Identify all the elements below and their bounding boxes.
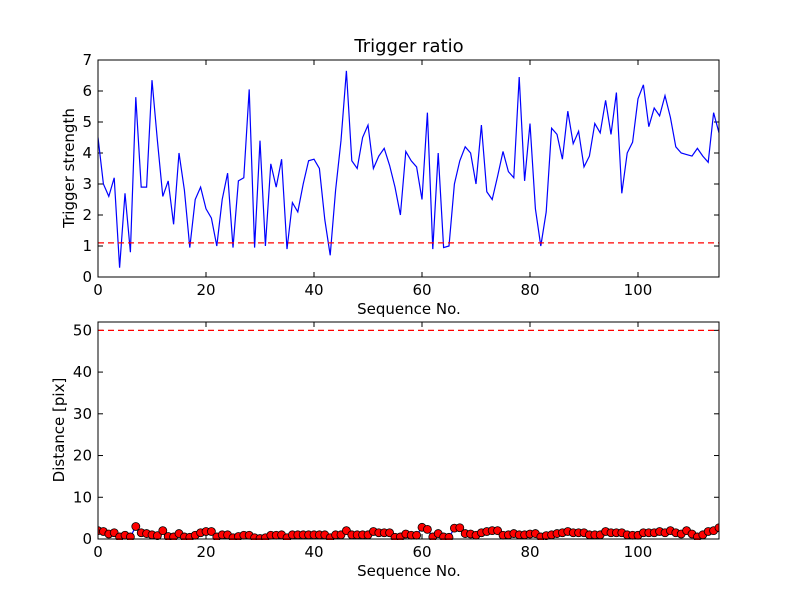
bottom-x-tick-label: 20 <box>196 543 215 561</box>
bottom-x-tick-label: 0 <box>93 543 103 561</box>
bottom-y-tick-label: 40 <box>73 363 92 381</box>
distance-point <box>455 523 465 533</box>
top-y-tick-label: 3 <box>82 175 92 193</box>
distance-point <box>206 527 216 536</box>
top-x-tick-label: 40 <box>304 281 323 299</box>
top-x-tick-label: 80 <box>520 281 539 299</box>
bottom-x-tick-label: 80 <box>520 543 539 561</box>
bottom-y-tick-label: 20 <box>73 447 92 465</box>
top-x-tick-label: 0 <box>93 281 103 299</box>
bottom-x-tick-label: 40 <box>304 543 323 561</box>
trigger-ratio-plot: Trigger ratio 0 20 40 60 80 100 0 1 2 3 4 5 6 7 Seque… <box>60 36 720 318</box>
top-x-axis-label: Sequence No. <box>357 300 461 318</box>
top-y-tick-label: 2 <box>82 206 92 224</box>
bottom-x-tick-label: 60 <box>412 543 431 561</box>
top-plot-frame <box>97 59 720 278</box>
chart-title: Trigger ratio <box>353 36 463 57</box>
top-axis-ticks: 0 20 40 60 80 100 0 1 2 3 4 5 6 7 <box>82 51 719 299</box>
top-x-tick-label: 20 <box>196 281 215 299</box>
top-x-tick-label: 60 <box>412 281 431 299</box>
top-y-tick-label: 4 <box>82 144 92 162</box>
bottom-axis-ticks: 0 20 40 60 80 100 0 10 20 30 40 50 <box>73 321 719 561</box>
distance-point <box>412 530 422 540</box>
bottom-x-tick-label: 100 <box>624 543 653 561</box>
bottom-y-tick-label: 50 <box>73 321 92 339</box>
top-y-axis-label: Trigger strength <box>60 108 78 229</box>
top-data-layer <box>98 70 719 268</box>
top-y-tick-label: 5 <box>82 113 92 131</box>
trigger-strength-line <box>98 70 719 268</box>
distance-point <box>153 531 162 540</box>
bottom-plot-frame <box>97 321 720 540</box>
bottom-y-tick-label: 30 <box>73 405 92 423</box>
top-y-tick-label: 1 <box>82 237 92 255</box>
distance-point <box>158 526 168 536</box>
distance-point <box>126 532 135 540</box>
distance-markers <box>98 522 719 540</box>
distance-point <box>714 523 719 533</box>
bottom-y-axis-label: Distance [pix] <box>50 378 68 483</box>
distance-plot: 0 20 40 60 80 100 0 10 20 30 40 50 Sequence No. Dis… <box>50 321 720 580</box>
top-y-tick-label: 6 <box>82 82 92 100</box>
top-x-tick-label: 100 <box>624 281 653 299</box>
bottom-x-axis-label: Sequence No. <box>357 562 461 580</box>
distance-point <box>422 525 432 534</box>
top-y-tick-label: 0 <box>82 268 92 286</box>
bottom-y-tick-label: 10 <box>73 488 92 506</box>
distance-point <box>131 522 141 531</box>
distance-point <box>444 532 454 540</box>
bottom-data-layer <box>98 329 719 540</box>
bottom-y-tick-label: 0 <box>82 530 92 548</box>
top-y-tick-label: 7 <box>82 51 92 69</box>
